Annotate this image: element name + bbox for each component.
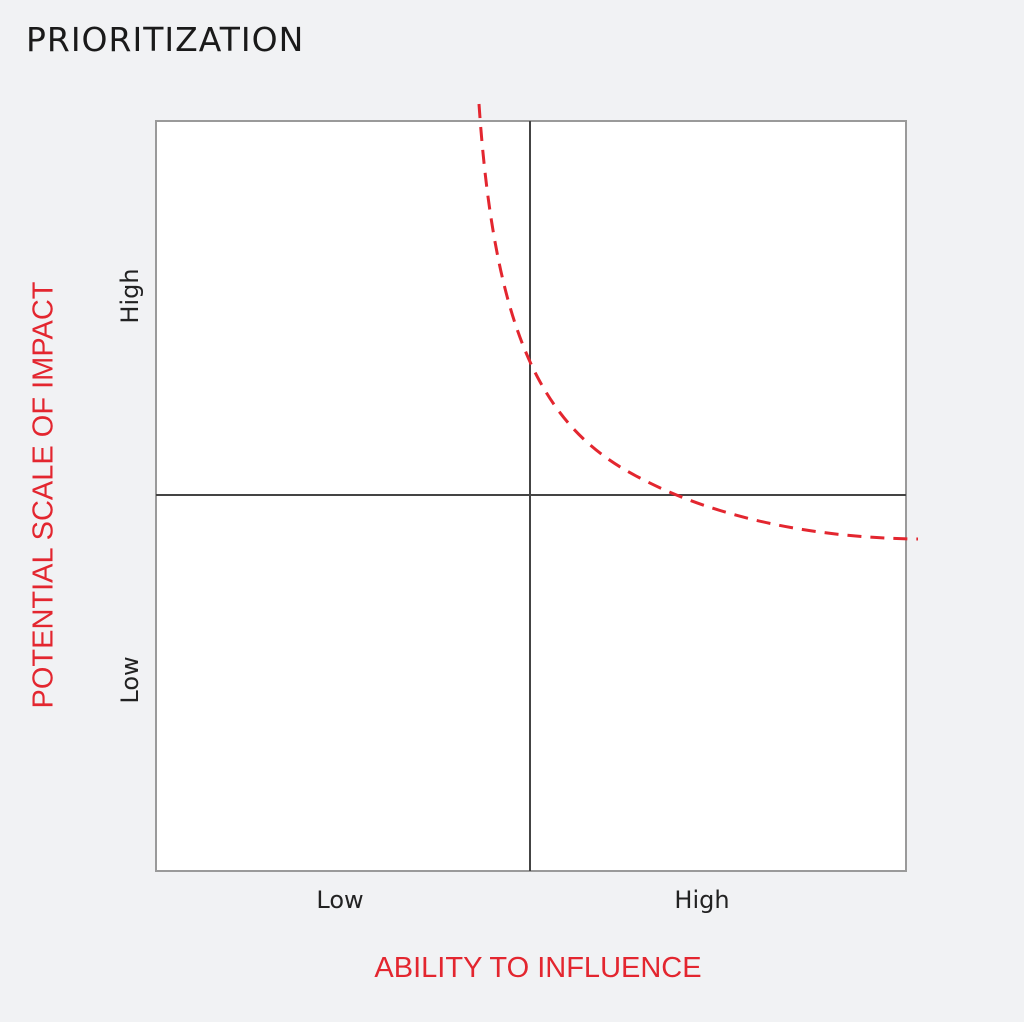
quadrant-low-influence-low-impact xyxy=(156,495,530,871)
quadrant-high-influence-low-impact xyxy=(530,495,906,871)
quadrant-high-influence-high-impact xyxy=(530,121,906,495)
x-axis-low-label: Low xyxy=(316,886,364,914)
x-axis-high-label: High xyxy=(674,886,730,914)
priority-threshold-curve xyxy=(477,103,919,541)
quadrant-low-influence-high-impact xyxy=(156,121,530,495)
y-axis-high-label: High xyxy=(116,268,144,324)
page-title: PRIORITIZATION xyxy=(26,20,305,59)
y-axis-title: POTENTIAL SCALE OF IMPACT xyxy=(27,281,60,709)
y-axis-low-label: Low xyxy=(116,656,144,704)
x-axis-title: ABILITY TO INFLUENCE xyxy=(374,952,702,984)
